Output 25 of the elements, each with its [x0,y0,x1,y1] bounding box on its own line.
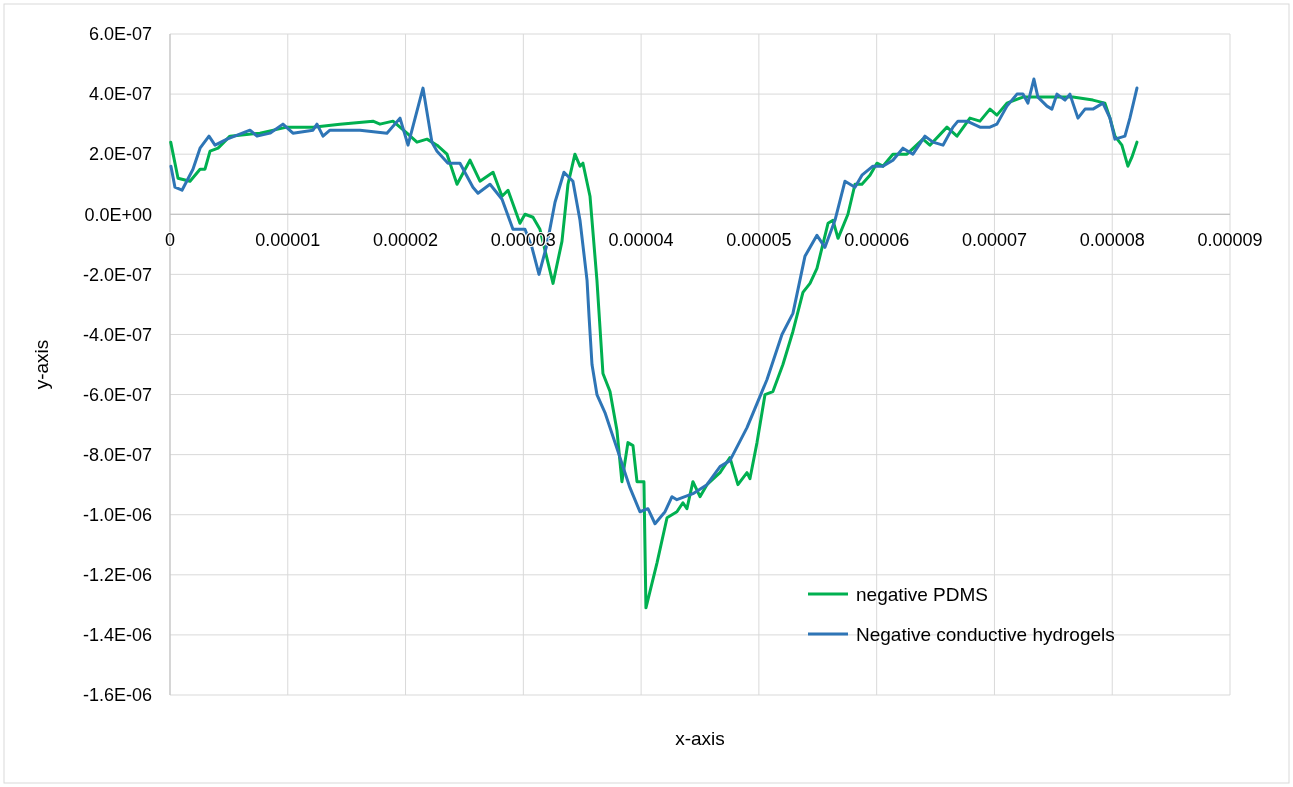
x-tick-label: 0.00006 [844,230,910,251]
y-tick-label: -4.0E-07 [82,324,152,345]
y-tick-label: -8.0E-07 [82,444,152,465]
y-tick-label: -1.0E-06 [82,505,152,526]
y-tick-label: -2.0E-07 [82,264,152,285]
x-tick-label: 0.00009 [1197,230,1263,251]
y-tick-label: -1.2E-06 [82,565,152,586]
x-tick-label: 0 [164,230,176,251]
legend-label: Negative conductive hydrogels [856,623,1115,645]
x-tick-label: 0.00005 [726,230,792,251]
y-tick-label: -1.6E-06 [82,685,152,706]
x-tick-label: 0.00004 [608,230,674,251]
y-tick-label: -1.4E-06 [82,625,152,646]
y-tick-label: 0.0E+00 [84,204,152,225]
y-tick-label: 6.0E-07 [88,24,152,45]
x-axis-title: x-axis [675,728,725,749]
y-tick-label: 4.0E-07 [88,84,152,105]
x-tick-label: 0.00008 [1079,230,1145,251]
y-axis-title: y-axis [31,339,52,390]
legend-label: negative PDMS [856,583,989,605]
x-tick-label: 0.00002 [373,230,439,251]
y-tick-label: -6.0E-07 [82,384,152,405]
x-tick-label: 0.00001 [255,230,321,251]
y-tick-label: 2.0E-07 [88,144,152,165]
x-tick-label: 0.00007 [961,230,1027,251]
